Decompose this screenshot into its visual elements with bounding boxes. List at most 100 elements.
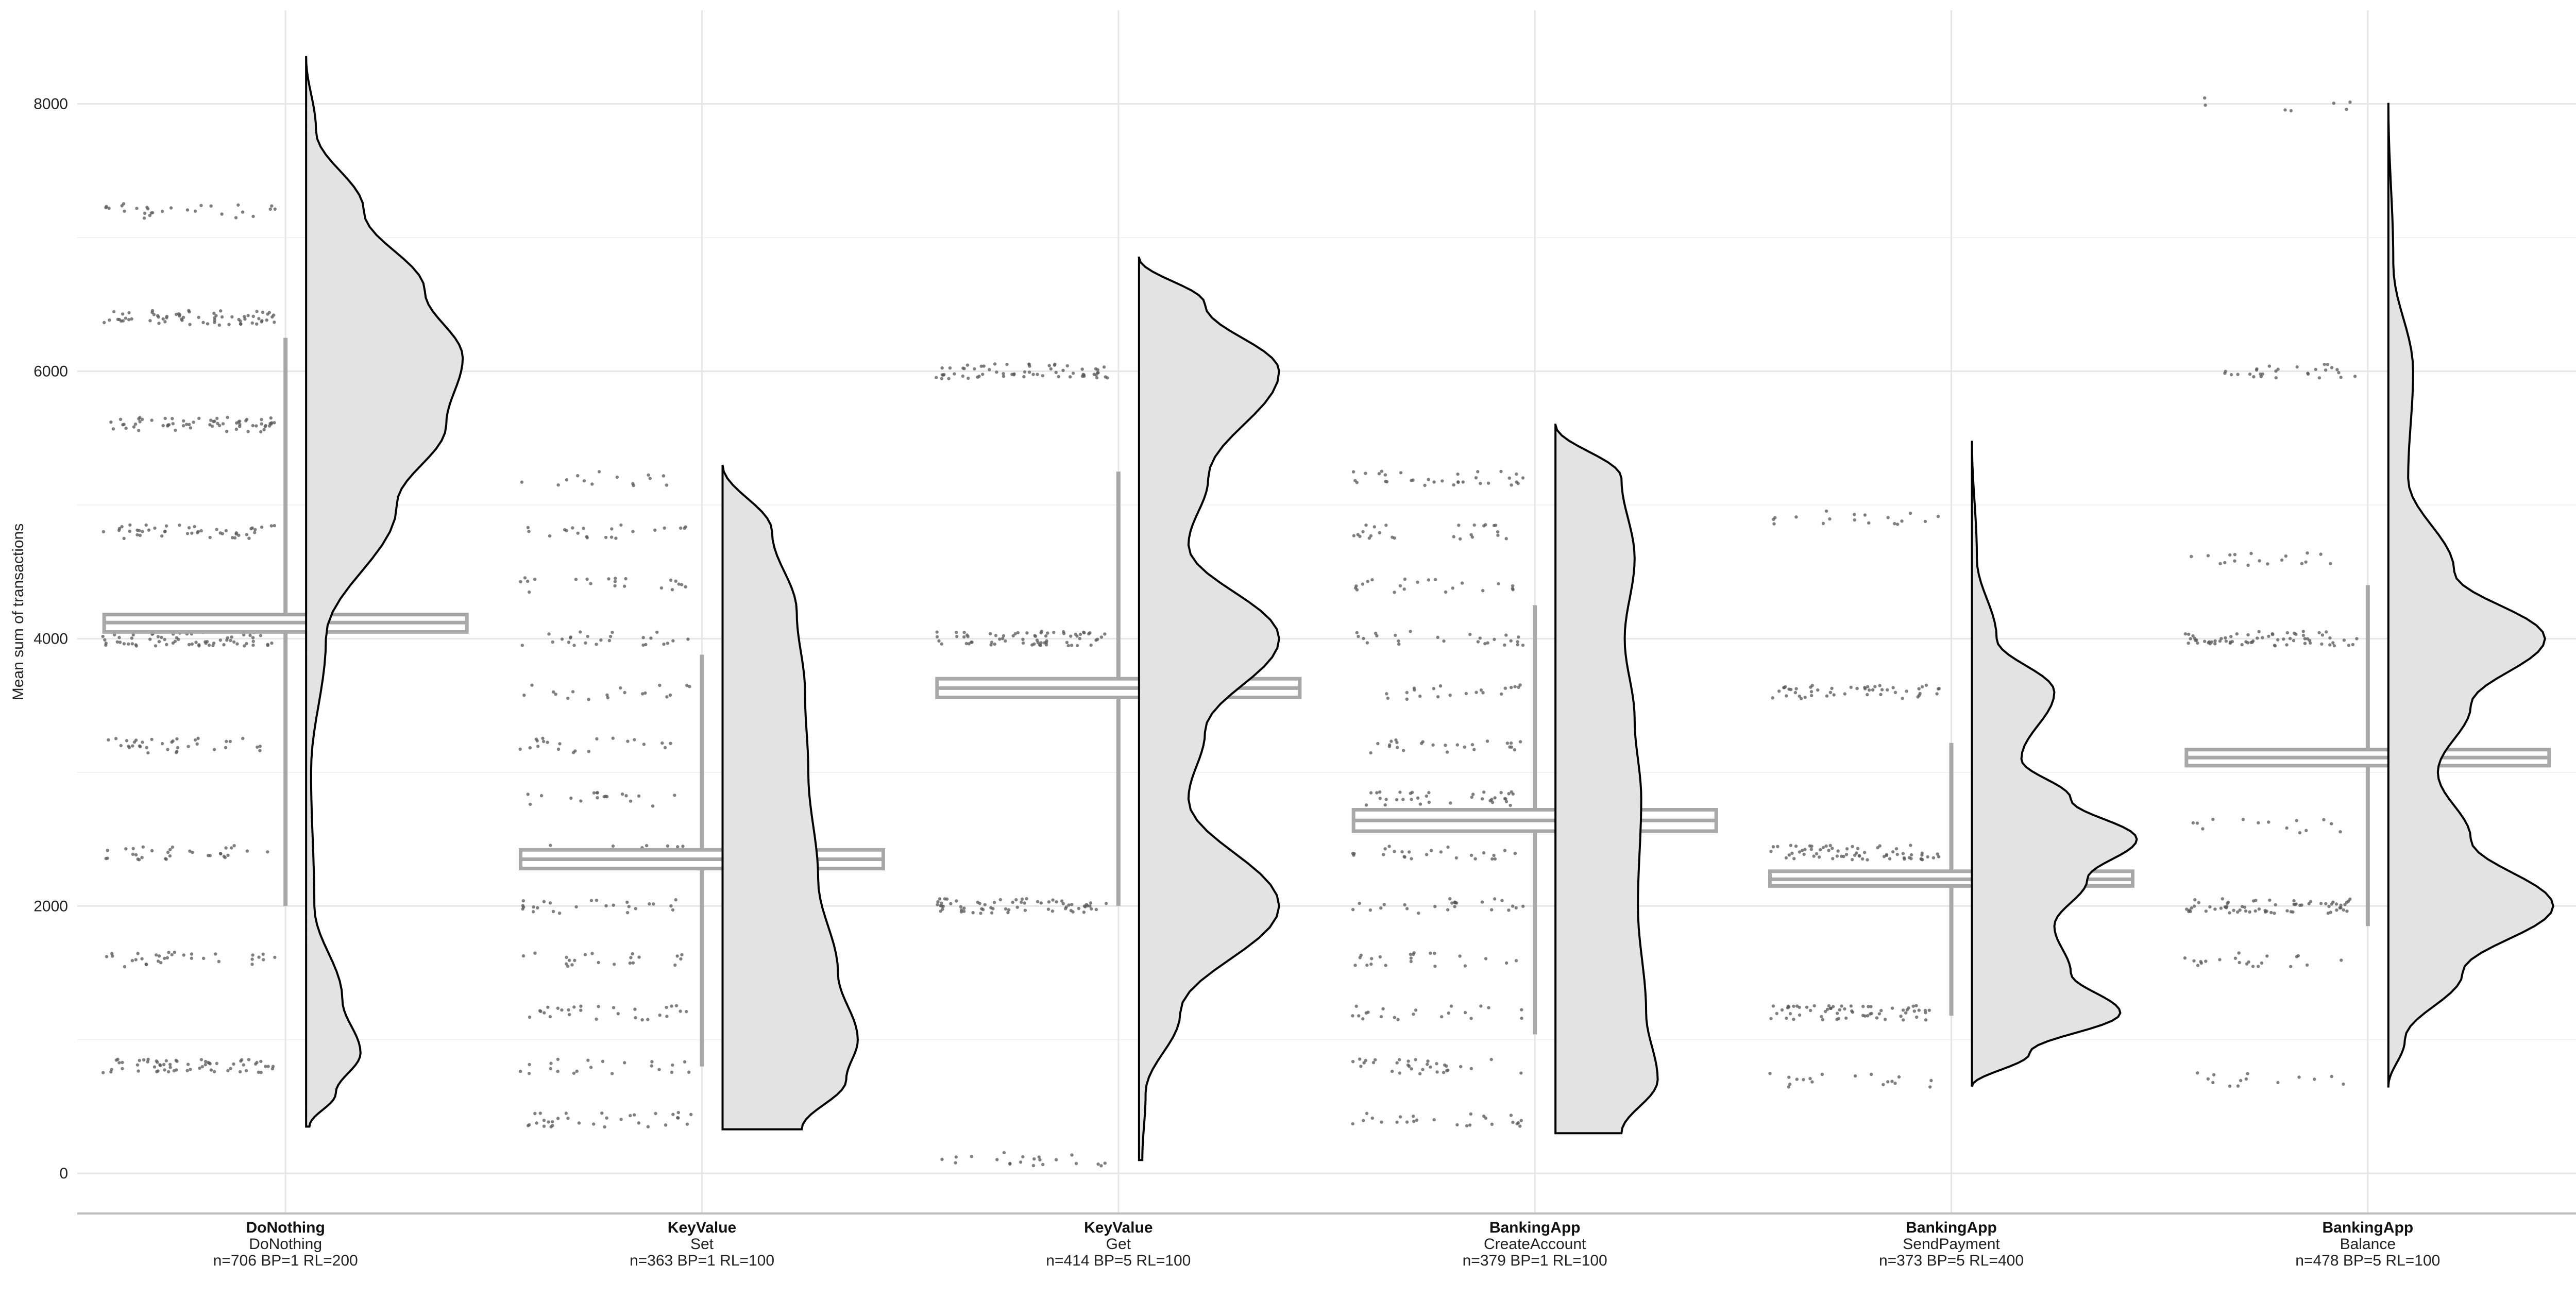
data-point [629,956,633,959]
data-point [1904,1011,1908,1015]
data-point [936,903,939,906]
data-point [1002,372,1005,376]
data-point [1021,637,1025,642]
data-point [2211,817,2215,821]
data-point [1082,911,1086,914]
data-point [675,1116,680,1120]
data-point [2239,1078,2243,1083]
data-point [1920,851,1924,855]
data-point [118,640,122,644]
data-point [982,364,986,368]
x-category-info: n=379 BP=1 RL=100 [1463,1252,1607,1269]
data-point [1378,797,1382,800]
data-point [1802,1078,1805,1082]
data-point [1802,852,1806,856]
data-point [237,420,241,424]
data-point [2248,372,2252,376]
data-point [2233,559,2236,563]
data-point [1787,853,1791,857]
data-point [662,474,666,478]
data-point [1924,1018,1928,1022]
data-point [2237,951,2241,955]
data-point [121,1067,124,1071]
data-point [1794,845,1798,848]
data-point [1384,524,1388,527]
data-point [1409,956,1413,960]
data-point [2224,639,2228,643]
data-point [586,634,589,638]
density-violin [1971,441,2138,1087]
data-point [1429,951,1432,955]
data-point [171,417,174,420]
data-point [607,638,612,643]
data-point [530,683,534,687]
data-point [962,906,966,910]
data-point [264,424,267,428]
data-point [2225,906,2228,909]
data-point [230,635,233,639]
data-point [1004,907,1008,911]
data-point [998,898,1003,902]
data-point [631,961,635,965]
data-point [1793,690,1798,695]
data-point [1490,908,1494,912]
data-point [242,633,246,637]
data-point [1436,635,1439,639]
data-point [168,854,172,858]
data-point [161,424,165,428]
data-point [251,214,255,218]
data-point [2338,906,2342,910]
data-point [2353,375,2357,378]
data-point [1798,1013,1802,1017]
data-point [1463,964,1467,968]
data-point [1066,644,1070,648]
data-point [533,1111,537,1116]
data-point [1504,800,1509,803]
data-point [1882,1083,1885,1086]
data-point [1019,1160,1023,1164]
data-point [1016,631,1020,635]
data-point [2309,900,2313,903]
data-point [1387,845,1391,848]
data-point [130,636,133,640]
data-point [2314,367,2317,372]
data-point [543,1011,546,1015]
data-point [668,693,672,697]
data-point [214,952,217,956]
data-point [262,428,266,431]
data-point [130,642,134,646]
data-point [659,586,664,590]
data-point [676,845,680,849]
data-point [2187,909,2191,914]
data-point [1829,1006,1833,1010]
data-point [1924,683,1928,687]
data-point [964,642,969,646]
data-point [1493,857,1497,861]
data-point [1396,1018,1400,1021]
data-point [1408,1065,1411,1068]
data-point [1036,373,1039,376]
data-point [115,640,119,644]
data-point [1020,897,1024,901]
data-point [2345,108,2348,111]
data-point [117,636,121,639]
data-point [2342,638,2346,642]
data-point [2317,376,2321,380]
data-point [258,749,262,752]
data-point [947,377,951,380]
data-point [1869,1005,1873,1008]
data-point [152,313,156,316]
data-point [604,535,608,540]
data-point [1433,905,1437,908]
data-point [1444,590,1448,594]
data-point [1863,513,1867,517]
data-point [1405,697,1409,701]
data-point [2206,1077,2210,1081]
data-point [145,963,148,967]
data-point [954,1155,958,1159]
data-point [1459,1065,1463,1069]
data-point [567,640,571,644]
data-point [1513,685,1517,688]
data-point [1007,908,1011,912]
data-point [145,206,149,209]
